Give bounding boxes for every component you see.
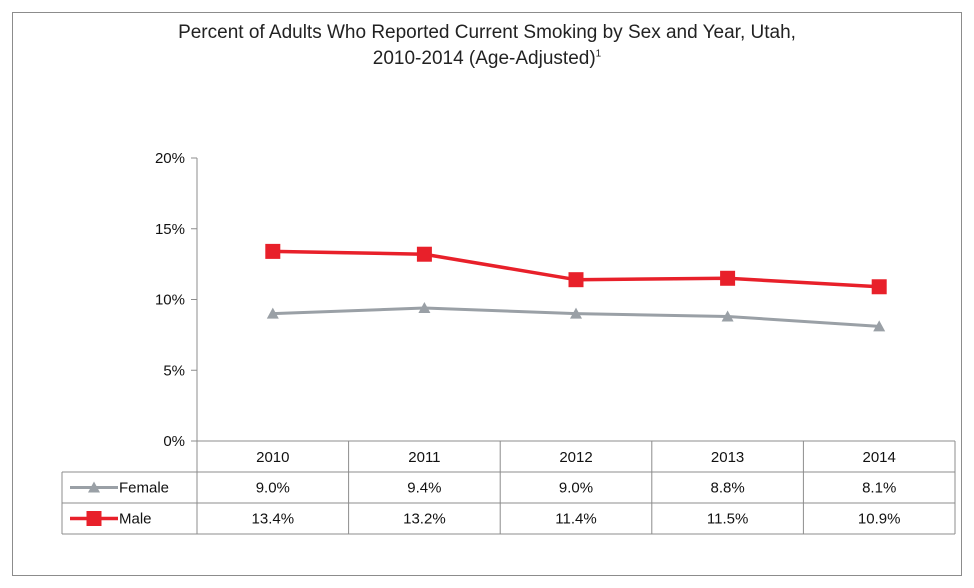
female-legend-marker bbox=[88, 481, 100, 493]
chart-title-line-2-text: 2010-2014 (Age-Adjusted) bbox=[372, 48, 596, 69]
x-category-label: 2011 bbox=[408, 449, 440, 466]
female-value-label: 9.0% bbox=[256, 480, 290, 497]
y-tick-label: 0% bbox=[163, 433, 185, 450]
male-legend-label: Male bbox=[119, 511, 152, 528]
female-value-label: 9.4% bbox=[407, 480, 441, 497]
y-tick-label: 15% bbox=[155, 221, 185, 238]
male-data-point bbox=[265, 243, 281, 259]
female-data-point bbox=[873, 320, 886, 332]
x-category-label: 2013 bbox=[711, 449, 744, 466]
y-tick-label: 5% bbox=[163, 362, 185, 379]
male-data-point bbox=[871, 279, 887, 295]
y-tick-label: 10% bbox=[155, 292, 185, 309]
male-data-point bbox=[416, 246, 432, 262]
male-value-label: 11.4% bbox=[555, 511, 596, 528]
male-data-point bbox=[720, 270, 736, 286]
y-tick-label: 20% bbox=[155, 150, 185, 167]
chart-title-line-1: Percent of Adults Who Reported Current S… bbox=[178, 22, 796, 43]
male-value-label: 10.9% bbox=[858, 511, 901, 528]
female-data-point bbox=[721, 310, 734, 322]
chart-title-footnote: 1 bbox=[595, 48, 602, 60]
male-value-label: 13.4% bbox=[252, 511, 295, 528]
female-data-point bbox=[266, 307, 279, 319]
x-category-label: 2010 bbox=[256, 449, 289, 466]
chart-title-line-2: 2010-2014 (Age-Adjusted)1 bbox=[0, 46, 974, 72]
x-category-label: 2014 bbox=[863, 449, 896, 466]
male-value-label: 13.2% bbox=[403, 511, 446, 528]
male-legend-marker bbox=[86, 511, 102, 526]
male-data-point bbox=[568, 272, 584, 288]
female-data-point bbox=[418, 301, 431, 313]
female-data-point bbox=[570, 307, 582, 319]
female-value-label: 9.0% bbox=[559, 480, 593, 497]
chart-title: Percent of Adults Who Reported Current S… bbox=[0, 20, 974, 72]
x-category-label: 2012 bbox=[559, 449, 592, 466]
male-value-label: 11.5% bbox=[707, 511, 748, 528]
female-value-label: 8.8% bbox=[710, 480, 744, 497]
female-legend-label: Female bbox=[119, 480, 169, 497]
female-value-label: 8.1% bbox=[862, 480, 896, 497]
